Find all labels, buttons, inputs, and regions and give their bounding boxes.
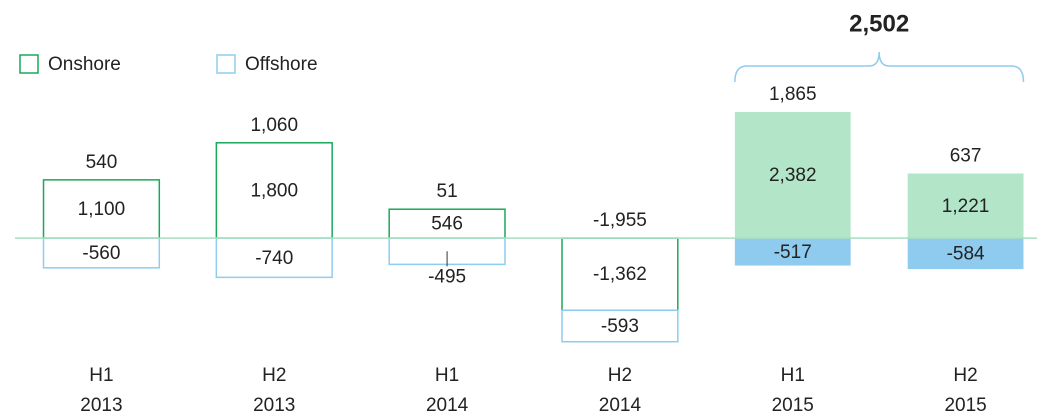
- x-tick-label: 2014: [599, 395, 642, 416]
- bar-segment: [215, 237, 333, 279]
- x-tick-label: 2013: [80, 395, 122, 416]
- x-tick-label: H1: [435, 365, 459, 386]
- bar-segment: [561, 309, 679, 343]
- bar-segment: [215, 142, 333, 239]
- segment-label: -517: [774, 242, 812, 263]
- segment-label: -740: [255, 248, 293, 269]
- legend-swatch: [216, 54, 236, 74]
- legend-label: Onshore: [48, 54, 121, 75]
- segment-label: 1,100: [78, 199, 126, 220]
- total-label: 637: [950, 145, 982, 166]
- legend-swatch: [19, 54, 39, 74]
- x-tick-label: 2015: [772, 395, 814, 416]
- bar-segment: [907, 173, 1024, 239]
- bar-segment: [734, 111, 851, 239]
- x-tick-label: H1: [781, 365, 805, 386]
- segment-label: 546: [431, 214, 463, 235]
- segment-label: 1,800: [250, 180, 298, 201]
- segment-label: -560: [82, 243, 120, 264]
- annotation-bracket: [734, 51, 1025, 83]
- bar-segment: [734, 238, 851, 266]
- total-label: -1,955: [593, 210, 647, 231]
- segment-label: -593: [601, 316, 639, 337]
- segment-label: 2,382: [769, 165, 817, 186]
- x-tick-label: H2: [608, 365, 632, 386]
- x-tick-label: H2: [262, 365, 286, 386]
- total-label: 1,865: [769, 84, 817, 105]
- total-label: 51: [437, 181, 458, 202]
- segment-label: -584: [947, 244, 985, 265]
- total-label: 540: [86, 152, 118, 173]
- bar-segment: [907, 238, 1024, 270]
- segment-label: 1,221: [942, 196, 990, 217]
- legend-label: Offshore: [245, 54, 318, 75]
- bar-segment: [561, 237, 679, 312]
- x-tick-label: H2: [953, 365, 977, 386]
- bar-segment: [42, 179, 161, 239]
- annotation-label: 2,502: [849, 10, 909, 37]
- x-tick-label: 2014: [426, 395, 469, 416]
- total-label: 1,060: [250, 115, 298, 136]
- x-tick-label: 2015: [944, 395, 986, 416]
- segment-label: -495: [428, 266, 466, 287]
- bar-segment: [42, 237, 161, 269]
- x-tick-label: 2013: [253, 395, 295, 416]
- segment-label: -1,362: [593, 264, 647, 285]
- x-tick-label: H1: [89, 365, 113, 386]
